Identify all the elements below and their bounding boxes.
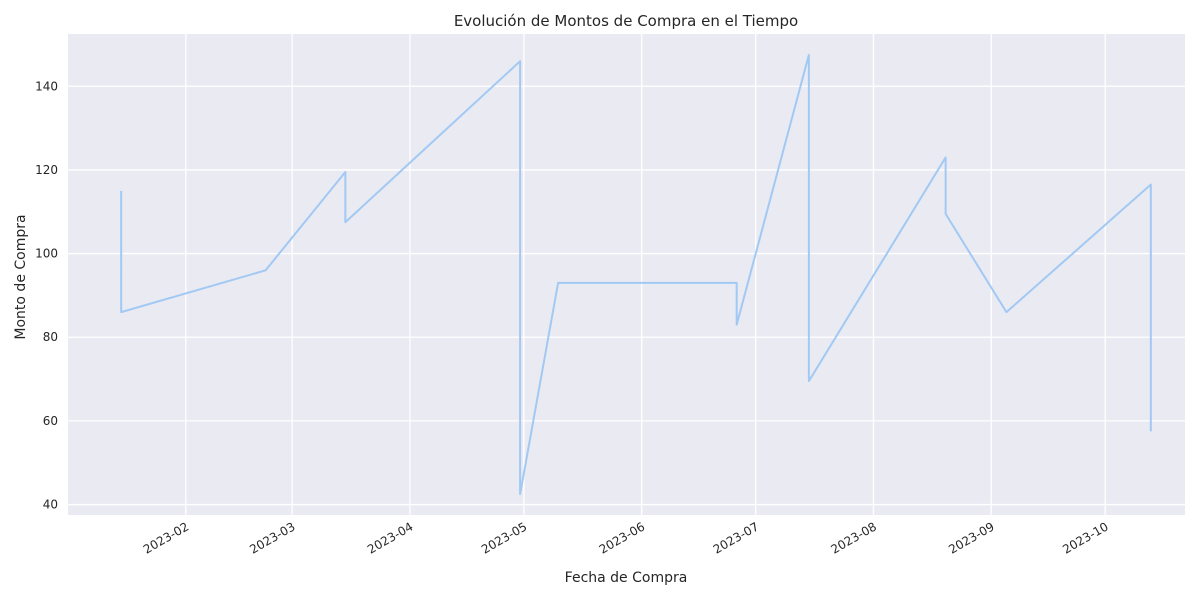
x-gridlines [185,34,1106,515]
y-tick-label: 60 [43,414,58,428]
y-tick-label: 80 [43,330,58,344]
x-tick-labels: 2023-02 2023-03 2023-04 2023-05 2023-06 2023-… [141,519,1111,556]
x-tick-label: 2023-04 [365,519,415,556]
chart-title: Evolución de Montos de Compra en el Tiem… [454,12,798,30]
series-layer [120,53,1152,496]
x-tick-label: 2023-10 [1060,519,1110,556]
x-tick-label: 2023-08 [829,519,879,556]
series-line [120,53,1152,496]
x-tick-label: 2023-09 [946,519,996,556]
y-axis-label: Monto de Compra [13,214,29,339]
x-axis-label: Fecha de Compra [565,570,688,586]
x-tick-label: 2023-03 [247,519,297,556]
y-tick-label: 100 [35,247,58,261]
y-tick-label: 120 [35,163,58,177]
x-tick-label: 2023-07 [711,519,761,556]
x-tick-label: 2023-06 [597,519,647,556]
plot-area [68,34,1185,515]
x-tick-label: 2023-05 [479,519,529,556]
y-tick-label: 140 [35,79,58,93]
y-tick-label: 40 [43,498,58,512]
y-tick-labels: 40 60 80 100 120 140 [35,79,58,511]
x-tick-label: 2023-02 [141,519,191,556]
y-gridlines [68,85,1185,506]
